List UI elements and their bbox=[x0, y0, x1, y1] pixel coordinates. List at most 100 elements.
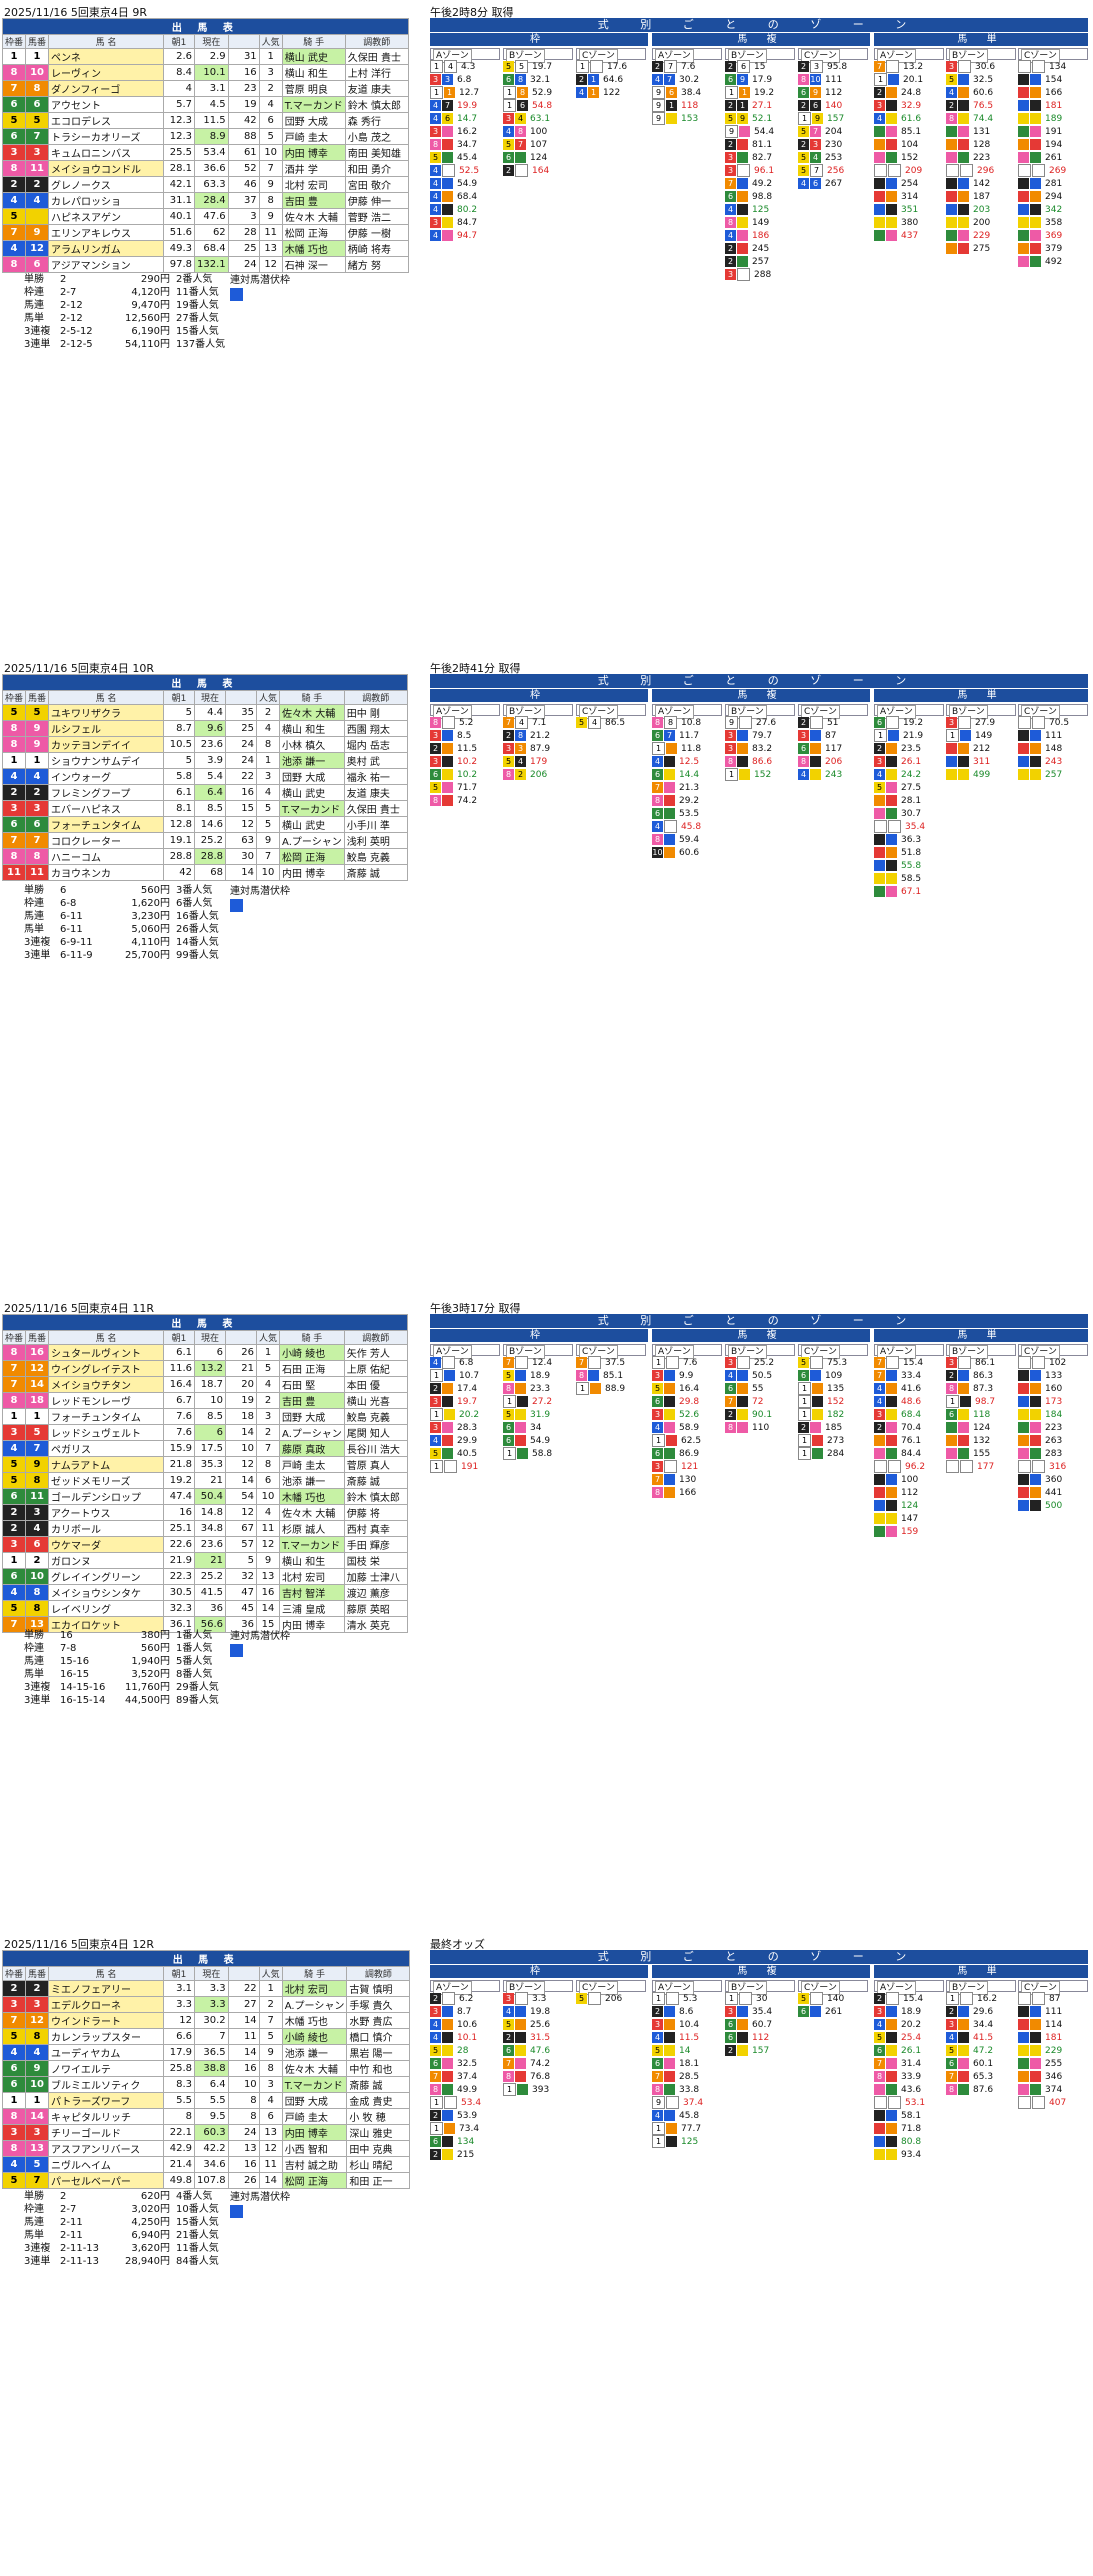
horse-name[interactable]: ウインドラート bbox=[48, 2012, 165, 2029]
entry-row[interactable]: 7 12 ウイングレイテスト 11.6 13.2 21 5 石田 正海 上原 佑紀 bbox=[1, 1360, 408, 1377]
entry-row[interactable]: 7 13 エカイロケット 36.1 56.6 36 15 内田 博幸 清水 英克 bbox=[1, 1616, 408, 1633]
horse-name[interactable]: ユーディヤカム bbox=[48, 2044, 165, 2061]
horse-name[interactable]: レイベリング bbox=[48, 1600, 165, 1617]
horse-name[interactable]: ダノンフィーゴ bbox=[48, 80, 165, 97]
horse-name[interactable]: エリンアキレウス bbox=[48, 224, 165, 241]
entry-row[interactable]: 4 4 カレパロッショ 31.1 28.4 37 8 吉田 豊伊藤 伸一 bbox=[1, 192, 409, 209]
horse-name[interactable]: シュタールヴィント bbox=[48, 1344, 165, 1361]
horse-name[interactable]: アジアマンション bbox=[48, 256, 165, 273]
horse-name[interactable]: レーヴィン bbox=[48, 64, 165, 81]
entry-row[interactable]: 8 10 レーヴィン 8.4 10.1 16 3 横山 和生 上村 洋行 bbox=[1, 64, 409, 81]
horse-name[interactable]: エバーハピネス bbox=[48, 800, 165, 817]
entry-row[interactable]: 3 3 エバーハピネス 8.1 8.5 15 5 T.マーカンド 久保田 貴士 bbox=[1, 800, 408, 817]
horse-name[interactable]: パトラーズワーフ bbox=[48, 2092, 165, 2109]
horse-name[interactable]: ハピネスアゲン bbox=[48, 208, 165, 225]
entry-row[interactable]: 3 3 チリーゴールド 22.1 60.3 24 13 内田 博幸 深山 雅史 bbox=[1, 2124, 411, 2141]
entry-row[interactable]: 4 4 ユーディヤカム 17.9 36.5 14 9 池添 謙一 黒岩 陽一 bbox=[1, 2044, 411, 2061]
horse-name[interactable]: インウォーグ bbox=[48, 768, 165, 785]
entry-row[interactable]: 7 9 エリンアキレウス 51.6 62 28 11 松岡 正海 伊藤 一樹 bbox=[1, 224, 409, 241]
horse-name[interactable]: フォーチュンタイム bbox=[48, 816, 165, 833]
entry-row[interactable]: 6 11 ゴールデンシロップ 47.4 50.4 54 10 木幡 巧也 鈴木 慎太郎 bbox=[1, 1488, 408, 1505]
horse-name[interactable]: エカイロケット bbox=[48, 1616, 165, 1633]
horse-name[interactable]: カヨウネンカ bbox=[48, 864, 165, 881]
entry-row[interactable]: 5 5 エコロデレス 12.3 11.5 42 6 団野 大成森 秀行 bbox=[1, 112, 409, 129]
horse-name[interactable]: ペガリス bbox=[48, 1440, 165, 1457]
horse-name[interactable]: メイショウコンドル bbox=[48, 160, 165, 177]
entry-row[interactable]: 2 2 フレミングフープ 6.1 6.4 16 4 横山 武史 友道 康夫 bbox=[1, 784, 408, 801]
horse-name[interactable]: パーセルベーパー bbox=[48, 2172, 165, 2189]
horse-name[interactable]: チリーゴールド bbox=[48, 2124, 165, 2141]
entry-row[interactable]: 3 3 エデルクローネ 3.3 3.3 27 2 A.プーシャン 手塚 貴久 bbox=[1, 1996, 411, 2013]
horse-name[interactable]: カッテヨンデイイ bbox=[48, 736, 165, 753]
horse-name[interactable]: ユキワリザクラ bbox=[48, 704, 165, 721]
horse-name[interactable]: カレパロッショ bbox=[48, 192, 165, 209]
entry-row[interactable]: 2 2 グレノークス 42.1 63.3 46 9 北村 宏司 宮田 敬介 bbox=[1, 176, 409, 193]
horse-name[interactable]: アウセント bbox=[48, 96, 165, 113]
entry-row[interactable]: 1 2 ガロンヌ 21.9 21 5 9 横山 和生 国枝 栄 bbox=[1, 1552, 408, 1569]
entry-row[interactable]: 4 12 アラムリンガム 49.3 68.4 25 13 木幡 巧也 柄崎 将寿 bbox=[1, 240, 409, 257]
horse-name[interactable]: カリボール bbox=[48, 1520, 165, 1537]
horse-name[interactable]: ナムラアトム bbox=[48, 1456, 165, 1473]
horse-name[interactable]: ガロンヌ bbox=[48, 1552, 165, 1569]
horse-name[interactable]: グレイイングリーン bbox=[48, 1568, 165, 1585]
entry-row[interactable]: 6 6 フォーチュンタイム 12.8 14.6 12 5 横山 武史 小手川 準 bbox=[1, 816, 408, 833]
horse-name[interactable]: ゼッドメモリーズ bbox=[48, 1472, 165, 1489]
horse-name[interactable]: ショウナンサムデイ bbox=[48, 752, 165, 769]
horse-name[interactable]: ノワイエルテ bbox=[48, 2060, 165, 2077]
entry-row[interactable]: 4 7 ペガリス 15.9 17.5 10 7 藤原 真政 長谷川 浩大 bbox=[1, 1440, 408, 1457]
horse-name[interactable]: レッドシュヴェルト bbox=[48, 1424, 165, 1441]
horse-name[interactable]: アスフアンリバース bbox=[48, 2140, 165, 2157]
horse-name[interactable]: ウイングレイテスト bbox=[48, 1360, 165, 1377]
horse-name[interactable]: キュムロニンバス bbox=[48, 144, 165, 161]
entry-row[interactable]: 7 7 コロクレーター 19.1 25.2 63 9 A.プーシャン 浅利 英明 bbox=[1, 832, 408, 849]
horse-name[interactable]: アクートウス bbox=[48, 1504, 165, 1521]
horse-name[interactable]: キャピタルリッチ bbox=[48, 2108, 165, 2125]
entry-row[interactable]: 4 4 インウォーグ 5.8 5.4 22 3 団野 大成 福永 祐一 bbox=[1, 768, 408, 785]
horse-name[interactable]: メイショウチタン bbox=[48, 1376, 165, 1393]
entry-row[interactable]: 8 6 アジアマンション 97.8 132.1 24 12 石神 深一 緒方 努 bbox=[1, 256, 409, 273]
entry-row[interactable]: 2 4 カリボール 25.1 34.8 67 11 杉原 誠人 西村 真幸 bbox=[1, 1520, 408, 1537]
horse-name[interactable]: フォーチュンタイム bbox=[48, 1408, 165, 1425]
entry-row[interactable]: 1 1 ペンネ 2.6 2.9 31 1 横山 武史 久保田 貴士 bbox=[1, 48, 409, 65]
horse-name[interactable]: メイショウシンタケ bbox=[48, 1584, 165, 1601]
entry-row[interactable]: 11 11 カヨウネンカ 42 68 14 10 内田 博幸 斎藤 誠 bbox=[1, 864, 408, 881]
entry-row[interactable]: 6 9 ノワイエルテ 25.8 38.8 16 8 佐々木 大輔 中竹 和也 bbox=[1, 2060, 411, 2077]
horse-name[interactable]: ゴールデンシロップ bbox=[48, 1488, 165, 1505]
entry-row[interactable]: 1 1 パトラーズワーフ 5.5 5.5 8 4 団野 大成 金成 貴史 bbox=[1, 2092, 411, 2109]
entry-row[interactable]: 4 8 メイショウシンタケ 30.5 41.5 47 16 吉村 智洋 渡辺 薫彦 bbox=[1, 1584, 408, 1601]
entry-row[interactable]: 8 16 シュタールヴィント 6.1 6 26 1 小崎 綾也 矢作 芳人 bbox=[1, 1344, 408, 1361]
entry-row[interactable]: 5 7 パーセルベーパー 49.8 107.8 26 14 松岡 正海 和田 正一 bbox=[1, 2172, 411, 2189]
horse-name[interactable]: アラムリンガム bbox=[48, 240, 165, 257]
entry-row[interactable]: 6 10 グレイイングリーン 22.3 25.2 32 13 北村 宏司 加藤 士津八 bbox=[1, 1568, 408, 1585]
entry-row[interactable]: 6 10 ブルミエルソティク 8.3 6.4 10 3 T.マーカンド 斎藤 誠 bbox=[1, 2076, 411, 2093]
entry-row[interactable]: 5 8 カレンラップスター 6.6 7 11 5 小崎 綾也 橋口 慎介 bbox=[1, 2028, 411, 2045]
horse-name[interactable]: ミエノフェアリー bbox=[48, 1980, 165, 1997]
entry-row[interactable]: 4 5 ニヴルヘイム 21.4 34.6 16 11 吉村 誠之助 杉山 晴紀 bbox=[1, 2156, 411, 2173]
entry-row[interactable]: 7 12 ウインドラート 12 30.2 14 7 木幡 巧也 水野 貴広 bbox=[1, 2012, 411, 2029]
entry-row[interactable]: 1 1 フォーチュンタイム 7.6 8.5 18 3 団野 大成 鮫島 克義 bbox=[1, 1408, 408, 1425]
horse-name[interactable]: ウケマーダ bbox=[48, 1536, 165, 1553]
entry-row[interactable]: 7 8 ダノンフィーゴ 4 3.1 23 2 菅原 明良 友道 康夫 bbox=[1, 80, 409, 97]
entry-row[interactable]: 1 1 ショウナンサムデイ 5 3.9 24 1 池添 謙一 奥村 武 bbox=[1, 752, 408, 769]
horse-name[interactable]: ルシフェル bbox=[48, 720, 165, 737]
entry-row[interactable]: 3 6 ウケマーダ 22.6 23.6 57 12 T.マーカンド 手田 輝彦 bbox=[1, 1536, 408, 1553]
horse-name[interactable]: エコロデレス bbox=[48, 112, 165, 129]
horse-name[interactable]: ブルミエルソティク bbox=[48, 2076, 165, 2093]
entry-row[interactable]: 5 ハピネスアゲン 40.1 47.6 3 9 佐々木 大輔 菅野 浩二 bbox=[1, 208, 409, 225]
horse-name[interactable]: ハニーコム bbox=[48, 848, 165, 865]
horse-name[interactable]: グレノークス bbox=[48, 176, 165, 193]
entry-row[interactable]: 5 8 レイベリング 32.3 36 45 14 三浦 皇成 藤原 英昭 bbox=[1, 1600, 408, 1617]
entry-row[interactable]: 8 14 キャピタルリッチ 8 9.5 8 6 戸崎 圭太小 牧 穂 bbox=[1, 2108, 411, 2125]
entry-row[interactable]: 8 8 ハニーコム 28.8 28.8 30 7 松岡 正海 鮫島 克義 bbox=[1, 848, 408, 865]
horse-name[interactable]: コロクレーター bbox=[48, 832, 165, 849]
horse-name[interactable]: フレミングフープ bbox=[48, 784, 165, 801]
entry-row[interactable]: 6 6 アウセント 5.7 4.5 19 4 T.マーカンド 鈴木 慎太郎 bbox=[1, 96, 409, 113]
horse-name[interactable]: ペンネ bbox=[48, 48, 165, 65]
horse-name[interactable]: ニヴルヘイム bbox=[48, 2156, 165, 2173]
entry-row[interactable]: 8 18 レッドモンレーヴ 6.7 10 19 2 吉田 豊横山 光喜 bbox=[1, 1392, 408, 1409]
entry-row[interactable]: 2 2 ミエノフェアリー 3.1 3.3 22 1 北村 宏司 古賀 慎明 bbox=[1, 1980, 411, 1997]
entry-row[interactable]: 8 11 メイショウコンドル 28.1 36.6 52 7 酒井 学和田 勇介 bbox=[1, 160, 409, 177]
entry-row[interactable]: 5 8 ゼッドメモリーズ 19.2 21 14 6 池添 謙一 斎藤 誠 bbox=[1, 1472, 408, 1489]
entry-row[interactable]: 8 9 ルシフェル 8.7 9.6 25 4 横山 和生 西園 翔太 bbox=[1, 720, 408, 737]
horse-name[interactable]: レッドモンレーヴ bbox=[48, 1392, 165, 1409]
